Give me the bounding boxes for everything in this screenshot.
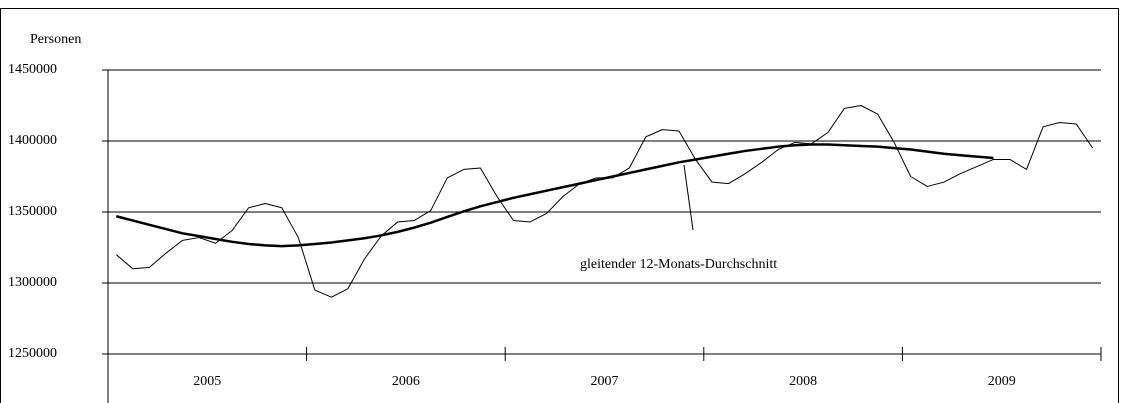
x-tick-label: 2005 [193,374,221,389]
y-tick-label: 1250000 [8,346,57,361]
annotation-leader [683,164,694,231]
x-tick-label: 2006 [392,374,420,389]
x-tick-label: 2008 [789,374,817,389]
frame [0,8,1119,403]
x-tick-label: 2007 [591,374,619,389]
annotation: gleitender 12-Monats-Durchschnitt [580,257,777,272]
y-tick-label: 1300000 [8,275,57,290]
data-line [115,143,994,248]
y-tick-label: 1450000 [8,62,57,77]
y-tick-label: 1350000 [8,204,57,219]
y-axis-label: Personen [30,32,81,47]
y-tick-label: 1400000 [8,133,57,148]
x-tick-label: 2009 [988,374,1016,389]
